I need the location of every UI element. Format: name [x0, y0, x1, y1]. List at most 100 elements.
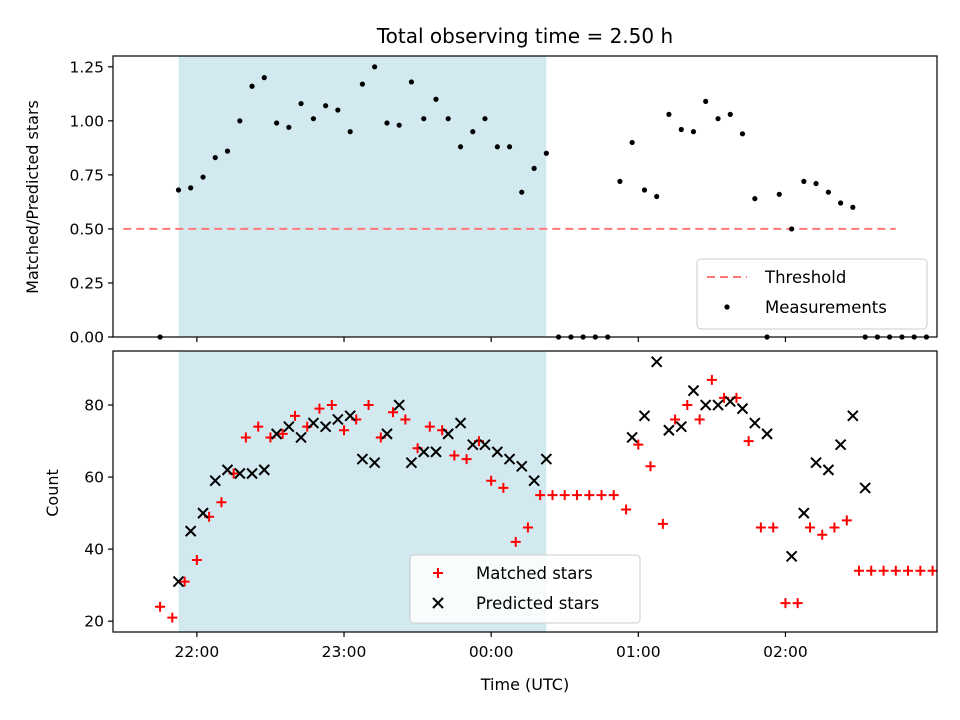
measurement-point [237, 118, 243, 124]
measurement-point [298, 100, 304, 107]
bottom-legend-box [409, 554, 641, 624]
bottom-axes-frame [112, 350, 938, 633]
xtick-label: 00:00 [469, 643, 514, 661]
matched-star-point [363, 400, 374, 411]
matched-star-point [755, 522, 766, 533]
xtick-label: 01:00 [616, 643, 661, 661]
measurement-point [249, 83, 255, 89]
matched-star-point [167, 612, 178, 623]
measurement-point [310, 116, 317, 122]
legend-matched-swatch [433, 568, 443, 578]
matched-star-point [498, 482, 509, 493]
measurement-point [543, 150, 549, 156]
predicted-star-point [418, 446, 430, 458]
predicted-star-point [258, 464, 270, 476]
predicted-star-point [405, 456, 418, 469]
predicted-star-point [393, 399, 405, 411]
predicted-star-point [454, 417, 467, 429]
measurement-point [359, 81, 366, 87]
matched-star-point [155, 601, 166, 612]
matched-star-point [253, 421, 264, 432]
predicted-star-point [491, 446, 504, 458]
predicted-star-point [209, 474, 221, 487]
predicted-star-point [479, 438, 491, 451]
measurement-point [801, 178, 807, 184]
measurement-point [850, 204, 856, 210]
predicted-star-point [785, 550, 798, 563]
legend-measurements-label: Measurements [765, 298, 887, 317]
predicted-star-point [528, 474, 540, 487]
matched-star-point [645, 461, 656, 472]
matched-star-point [633, 439, 644, 450]
measurement-point [703, 98, 709, 104]
bottom-ytick-label: 20 [84, 613, 104, 631]
predicted-star-point [332, 413, 344, 426]
predicted-star-point [172, 575, 185, 588]
matched-star-point [191, 554, 202, 565]
xtick-label: 23:00 [322, 643, 367, 661]
measurement-point [200, 174, 206, 180]
measurement-point [629, 139, 635, 146]
top-ytick-label: 1.25 [69, 58, 104, 76]
top-ytick-label: 0.25 [69, 274, 104, 292]
bottom-ytick-label: 60 [84, 469, 104, 487]
predicted-star-point [663, 424, 675, 436]
matched-star-point [817, 529, 828, 540]
measurement-point [813, 180, 819, 187]
legend-measurements-swatch [724, 304, 730, 310]
measurement-point [494, 144, 500, 150]
measurement-point [838, 200, 844, 206]
matched-star-point [326, 400, 337, 411]
predicted-star-point [650, 356, 663, 368]
measurement-point [212, 154, 218, 161]
predicted-star-point [307, 417, 320, 429]
top-axes-frame [112, 55, 938, 338]
predicted-star-point [356, 453, 369, 465]
predicted-star-point [626, 431, 638, 444]
bottom-ytick-label: 40 [84, 541, 104, 559]
matched-star-point [290, 410, 301, 421]
measurement-point [715, 116, 721, 122]
xtick-label: 22:00 [175, 643, 220, 661]
predicted-star-point [184, 525, 197, 537]
matched-star-point [743, 436, 754, 447]
matched-star-point [584, 490, 595, 501]
matched-star-point [179, 576, 190, 587]
measurement-point [323, 103, 329, 109]
measurement-point [531, 165, 537, 171]
top-chart-title: Total observing time = 2.50 h [376, 24, 673, 48]
matched-star-point [706, 374, 717, 385]
predicted-star-point [344, 410, 356, 422]
predicted-star-point [430, 446, 442, 458]
measurement-point [690, 129, 697, 135]
predicted-star-point [724, 395, 736, 408]
predicted-star-point [246, 467, 258, 480]
matched-star-point [829, 522, 840, 533]
matched-star-point [424, 421, 435, 432]
legend-predicted-swatch [432, 597, 444, 609]
predicted-star-point [221, 464, 234, 476]
measurement-point [286, 124, 292, 130]
matched-star-point [780, 598, 791, 609]
matched-star-point [927, 565, 938, 576]
measurement-point [470, 129, 476, 135]
predicted-star-point [516, 460, 528, 472]
measurement-point [445, 116, 451, 122]
predicted-star-point [834, 438, 847, 451]
measurement-point [776, 191, 782, 197]
legend-predicted-label: Predicted stars [476, 594, 599, 613]
measurement-point [727, 111, 733, 117]
measurement-point [654, 193, 660, 200]
measurement-point [408, 79, 415, 85]
predicted-star-point [368, 456, 381, 469]
matched-star-point [866, 565, 877, 576]
matched-star-point [522, 522, 533, 533]
legend-threshold-label: Threshold [764, 268, 846, 287]
predicted-star-point [540, 453, 553, 465]
bottom-chart-panel: 20 40 60 80 22:00 23:00 00:00 01:00 02:00 Matched… [84, 350, 938, 661]
predicted-star-point [810, 456, 822, 469]
top-ytick-label: 0.75 [69, 166, 104, 184]
measurement-point [433, 96, 439, 102]
measurement-point [421, 116, 427, 122]
matched-star-point [400, 414, 411, 425]
